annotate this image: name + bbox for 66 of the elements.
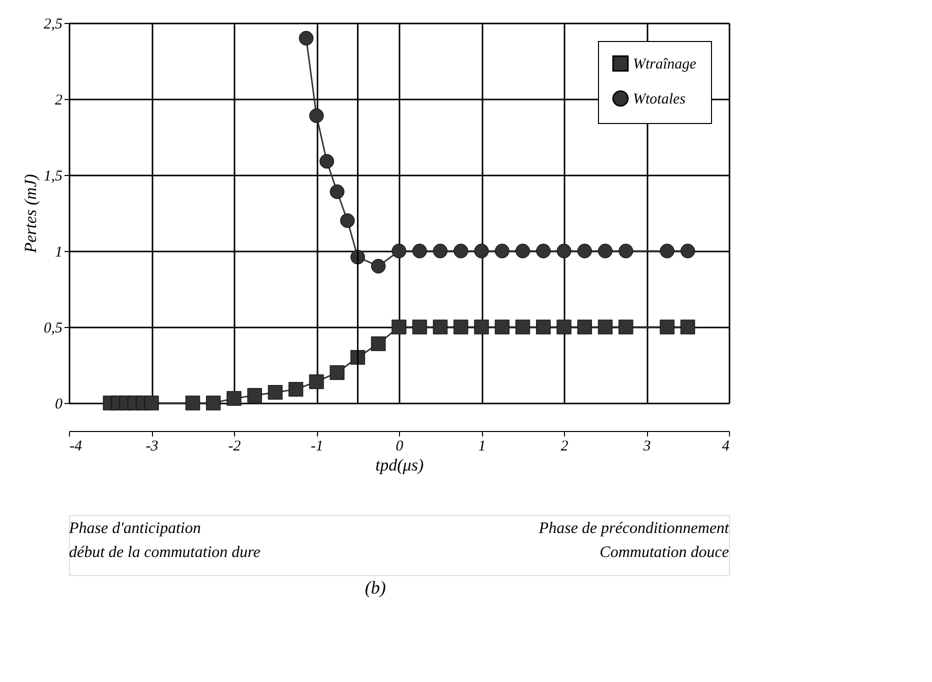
x-tick-label: -4 xyxy=(70,438,82,454)
point xyxy=(144,396,159,410)
x-tick-label: -2 xyxy=(228,438,242,454)
point xyxy=(577,244,592,258)
point xyxy=(268,385,283,400)
point xyxy=(680,320,696,334)
point xyxy=(474,320,489,334)
x-tick-label: -3 xyxy=(146,438,158,454)
point xyxy=(206,396,221,410)
point xyxy=(392,320,406,334)
point xyxy=(556,320,572,334)
point xyxy=(680,244,696,258)
x-tick-label: 0 xyxy=(396,438,404,454)
legend-label: Wtraînage xyxy=(633,56,697,72)
point xyxy=(536,244,551,258)
y-tick-label: 0 xyxy=(55,396,63,412)
y-tick-label: 2 xyxy=(55,92,63,108)
point xyxy=(412,320,427,334)
point xyxy=(494,320,510,334)
y-tick-label: 1,5 xyxy=(44,168,63,184)
y-axis-title: Pertes (mJ) xyxy=(20,174,40,254)
point xyxy=(515,244,530,258)
point xyxy=(319,154,334,169)
point xyxy=(536,320,551,334)
x-tick-label: -1 xyxy=(310,438,324,454)
point xyxy=(185,396,200,410)
point xyxy=(660,244,674,258)
point xyxy=(330,184,344,200)
point xyxy=(454,320,468,334)
text: Phase d'anticipation début de la commutation dure xyxy=(68,520,260,561)
y-tick-label: 0,5 xyxy=(44,320,63,336)
text: (b) xyxy=(364,578,386,598)
point xyxy=(226,391,242,406)
y-tick-label: 1 xyxy=(55,244,62,260)
point xyxy=(577,320,592,334)
point xyxy=(598,320,613,334)
point xyxy=(618,320,634,334)
point xyxy=(247,388,262,403)
x-tick-label: 3 xyxy=(642,438,651,454)
legend-label: Wtotales xyxy=(633,92,686,108)
point xyxy=(598,244,613,258)
text: Phase de préconditionnement Commutation douce xyxy=(538,520,730,561)
point xyxy=(432,244,448,258)
x-tick-label: 1 xyxy=(478,438,486,454)
point xyxy=(515,320,530,334)
point xyxy=(660,320,674,334)
point xyxy=(392,244,406,258)
point xyxy=(309,108,324,124)
point xyxy=(298,30,314,46)
point xyxy=(412,244,427,258)
point xyxy=(454,244,468,258)
point xyxy=(288,382,304,397)
point xyxy=(371,336,386,352)
point xyxy=(309,374,324,390)
x-tick-label: 4 xyxy=(722,438,730,454)
x-axis-title: tpd(μs) xyxy=(375,456,424,474)
point xyxy=(494,244,510,258)
point xyxy=(340,213,355,228)
point xyxy=(618,244,634,258)
point xyxy=(474,244,489,258)
point xyxy=(432,320,448,334)
point xyxy=(371,258,386,274)
y-tick-label: 2,5 xyxy=(44,16,63,32)
x-tick-label: 2 xyxy=(560,438,569,454)
point xyxy=(330,365,344,380)
point xyxy=(556,244,572,258)
